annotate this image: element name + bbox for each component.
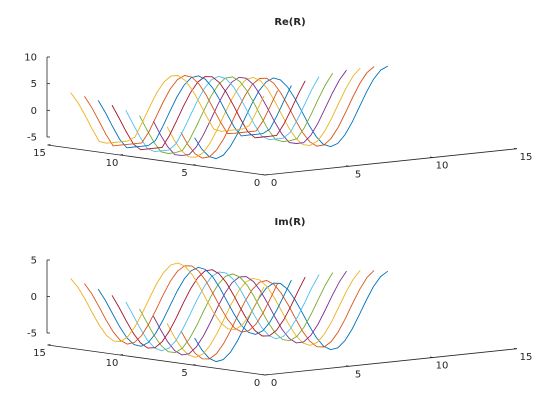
- x-tick-label: 5: [355, 169, 361, 180]
- series-line: [125, 271, 320, 352]
- series-line: [166, 270, 361, 358]
- series-line: [139, 272, 334, 354]
- y-tick-mark: [192, 364, 196, 366]
- x-tick-mark: [429, 356, 434, 358]
- x-tick-label: 0: [271, 178, 277, 189]
- plot-title: Re(R): [274, 17, 305, 28]
- series-line: [111, 269, 306, 349]
- y-tick-mark: [264, 174, 269, 176]
- series-line: [180, 66, 375, 159]
- x-tick-label: 10: [436, 361, 449, 372]
- series-line: [180, 270, 375, 360]
- z-tick-label: 0: [31, 292, 37, 303]
- x-tick-mark: [345, 365, 350, 367]
- y-tick-label: 0: [254, 178, 260, 189]
- y-tick-label: 0: [254, 378, 260, 389]
- series-line: [194, 270, 389, 363]
- series-line: [166, 67, 361, 158]
- y-tick-label: 5: [181, 168, 187, 179]
- plot-re: Re(R) 0 5 10 15 0 5 10 15 -5 0 5 10: [24, 17, 532, 189]
- series-line: [111, 76, 306, 151]
- plot-title: Im(R): [275, 217, 306, 228]
- curve-group: [70, 262, 389, 363]
- y-tick-mark: [192, 164, 196, 166]
- x-tick-label: 15: [520, 352, 533, 363]
- y-tick-label: 15: [33, 148, 46, 159]
- z-tick-label: 0: [31, 106, 37, 117]
- series-line: [70, 75, 265, 144]
- series-line: [152, 270, 347, 356]
- z-tick-label: 5: [31, 256, 37, 267]
- y-tick-label: 15: [33, 348, 46, 359]
- y-tick-label: 10: [106, 358, 119, 369]
- series-line: [139, 72, 334, 154]
- y-tick-mark: [119, 154, 124, 156]
- x-axis-line: [264, 148, 518, 176]
- series-line: [70, 262, 265, 342]
- x-tick-mark: [513, 147, 518, 150]
- y-axis-line: [47, 144, 266, 176]
- x-tick-mark: [261, 374, 266, 376]
- plot-im: Im(R) 0 5 10 15 0 5 10 15 -5 0 5: [27, 217, 532, 389]
- z-tick-label: -5: [27, 133, 37, 144]
- series-line: [152, 69, 347, 156]
- series-line: [125, 75, 320, 153]
- y-tick-label: 5: [181, 368, 187, 379]
- x-tick-mark: [429, 156, 434, 158]
- x-axis-line: [264, 348, 518, 376]
- series-line: [97, 75, 292, 149]
- x-tick-label: 15: [520, 152, 533, 163]
- y-tick-mark: [47, 344, 51, 346]
- x-tick-label: 10: [436, 161, 449, 172]
- x-tick-mark: [261, 174, 266, 176]
- y-tick-mark: [119, 354, 124, 356]
- x-tick-label: 5: [355, 369, 361, 380]
- y-tick-mark: [47, 144, 51, 146]
- series-line: [84, 265, 279, 345]
- x-tick-mark: [345, 165, 350, 167]
- x-tick-mark: [513, 347, 518, 350]
- y-tick-label: 10: [106, 158, 119, 169]
- y-tick-mark: [264, 374, 269, 376]
- series-line: [97, 266, 292, 347]
- z-tick-label: 10: [24, 53, 37, 64]
- y-axis-line: [47, 344, 266, 376]
- series-line: [194, 65, 389, 160]
- z-tick-label: 5: [31, 79, 37, 90]
- axes-group: 0 5 10 15 0 5 10 15 -5 0 5: [27, 256, 532, 390]
- axes-group: 0 5 10 15 0 5 10 15 -5 0 5 10: [24, 53, 532, 190]
- x-tick-label: 0: [271, 378, 277, 389]
- z-tick-label: -5: [27, 329, 37, 340]
- curve-group: [70, 65, 389, 160]
